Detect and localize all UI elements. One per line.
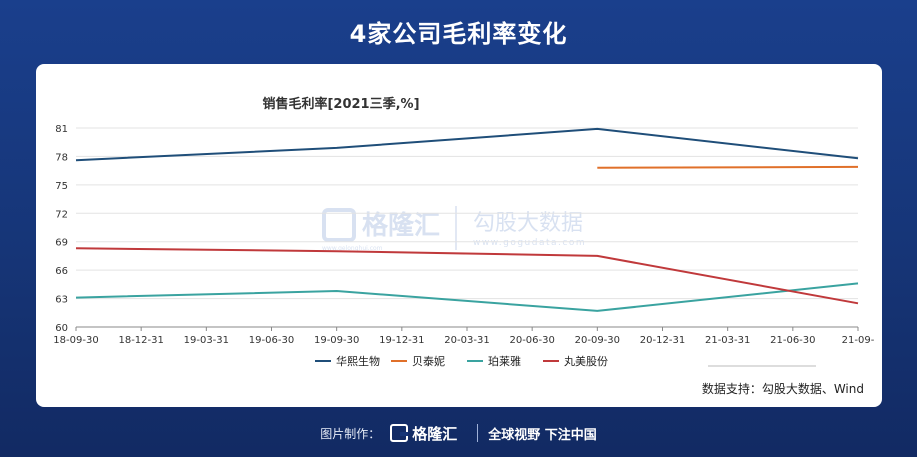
- footer-divider: [477, 424, 479, 442]
- brand-logo-icon: [390, 424, 409, 442]
- source-note: 数据支持：勾股大数据、Wind: [702, 381, 864, 396]
- legend-label: 贝泰妮: [412, 354, 445, 368]
- x-tick-label: 20-12-31: [640, 335, 685, 346]
- legend: 华熙生物 贝泰妮 珀莱雅 丸美股份: [315, 354, 608, 368]
- series: [75, 127, 859, 312]
- y-tick-label: 60: [55, 323, 68, 334]
- x-tick-label: 21-09-: [842, 335, 875, 346]
- series-line-3: [75, 282, 859, 312]
- legend-label: 丸美股份: [564, 355, 608, 368]
- watermark-logo-icon: [322, 208, 356, 242]
- x-tick-label: 20-09-30: [575, 335, 620, 346]
- footer-slogan: 全球视野 下注中国: [488, 427, 597, 443]
- x-tick-label: 19-06-30: [249, 335, 294, 346]
- chart-title: 销售毛利率[2021三季,%]: [262, 96, 419, 112]
- watermark-brand: 格隆汇: [362, 210, 440, 241]
- x-tick-label: 19-09-30: [314, 335, 359, 346]
- x-tick-label: 21-03-31: [705, 335, 750, 346]
- y-tick-label: 69: [55, 238, 68, 249]
- y-tick-label: 75: [55, 181, 68, 192]
- page-title: 4家公司毛利率变化: [349, 20, 568, 48]
- watermark: 格隆汇 www.gelonghui.com 勾股大数据 www.gogudata…: [322, 206, 586, 252]
- x-tick-label: 21-06-30: [770, 335, 815, 346]
- x-tick-label: 20-06-30: [509, 335, 554, 346]
- footer-credit-label: 图片制作：: [320, 426, 381, 441]
- x-tick-label: 18-09-30: [53, 335, 98, 346]
- legend-label: 华熙生物: [336, 354, 380, 368]
- series-line-2: [597, 165, 859, 169]
- y-tick-label: 66: [55, 266, 68, 277]
- y-tick-label: 63: [55, 295, 68, 306]
- footer-brand-name: 格隆汇: [412, 424, 458, 443]
- y-tick-label: 81: [55, 124, 68, 135]
- x-tick-label: 19-03-31: [184, 335, 229, 346]
- y-tick-label: 72: [55, 209, 68, 220]
- x-tick-label: 20-03-31: [444, 335, 489, 346]
- watermark-partner-url: www.gogudata.com: [473, 238, 586, 248]
- watermark-sub: www.gelonghui.com: [322, 245, 383, 252]
- watermark-partner: 勾股大数据: [473, 211, 583, 236]
- y-tick-label: 78: [55, 152, 68, 163]
- series-line-1: [75, 127, 859, 162]
- footer: 图片制作： 格隆汇 全球视野 下注中国: [0, 420, 917, 446]
- series-line-4: [75, 247, 859, 305]
- x-tick-label: 18-12-31: [118, 335, 163, 346]
- grid: [76, 127, 858, 328]
- legend-label: 珀莱雅: [488, 354, 521, 368]
- x-tick-label: 19-12-31: [379, 335, 424, 346]
- footer-brand: 格隆汇: [390, 423, 457, 444]
- line-chart: 销售毛利率[2021三季,%] 格隆汇 www.gelonghui.com 勾股…: [53, 96, 874, 396]
- chart-card: 销售毛利率[2021三季,%] 格隆汇 www.gelonghui.com 勾股…: [36, 64, 882, 407]
- axes: 60 63 66 69 72 75 78 81 18-09-30 18-12-31 19-03-31…: [53, 124, 874, 346]
